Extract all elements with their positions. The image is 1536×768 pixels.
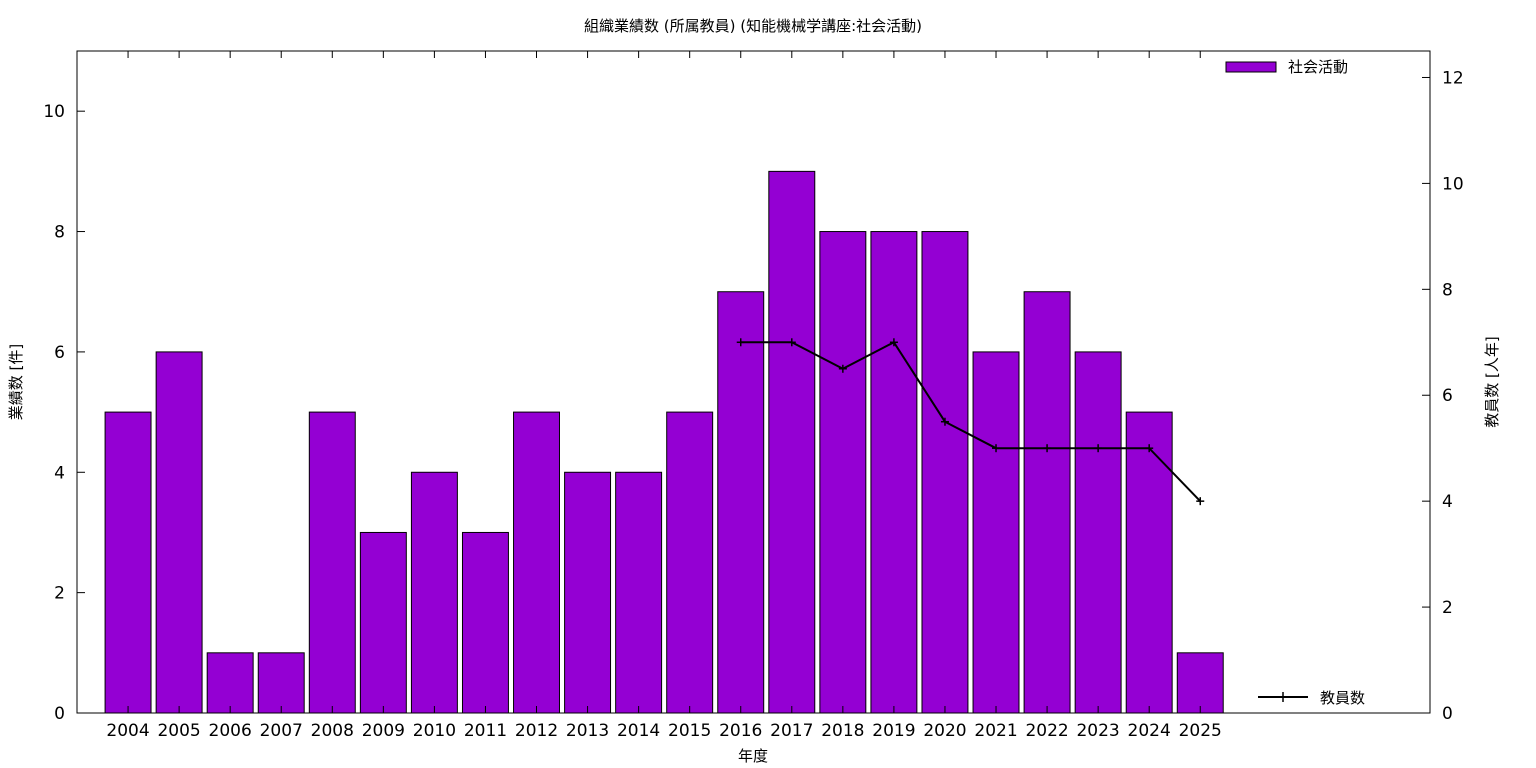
x-tick-label: 2014 [617,721,660,741]
x-tick-label: 2025 [1179,721,1222,741]
point-2020 [940,417,949,426]
axis-ticks [77,51,1430,714]
point-2016 [736,338,745,347]
x-tick-label: 2012 [515,721,558,741]
legend-bar-label: 社会活動 [1288,58,1348,76]
x-tick-label: 2018 [821,721,864,741]
bar-2020 [921,231,969,714]
point-2022 [1043,444,1052,453]
x-tick-label: 2019 [872,721,915,741]
bar-2018 [819,231,867,714]
y2-tick-label: 2 [1442,598,1453,618]
y2-tick-label: 8 [1442,280,1453,300]
x-tick-label: 2006 [209,721,252,741]
x-tick-label: 2013 [566,721,609,741]
bar-2015 [666,411,714,714]
bar-2021 [972,351,1020,714]
bar-2017 [768,170,816,714]
bars [104,170,1224,714]
bar-2014 [615,471,663,714]
x-tick-label: 2022 [1025,721,1068,741]
bar-2012 [513,411,560,714]
point-2018 [838,364,847,373]
point-2025 [1196,497,1205,506]
legend-line-label: 教員数 [1320,689,1365,707]
y2-tick-label: 6 [1442,386,1453,406]
legend: 社会活動 教員数 [1225,58,1365,707]
chart-title: 組織業績数 (所属教員) (知能機械学講座:社会活動) [584,17,922,35]
y-tick-label: 8 [54,223,65,243]
x-tick-label: 2023 [1076,721,1119,741]
y2-tick-label: 0 [1442,704,1453,724]
bar-2022 [1023,291,1071,714]
tick-labels: 2004 2005 2006 2007 2008 2009 2010 2011 2012 2013… [43,68,1463,741]
bar-2007 [257,652,305,714]
x-tick-label: 2005 [157,721,200,741]
x-tick-label: 2021 [974,721,1017,741]
x-tick-label: 2020 [923,721,966,741]
bar-2011 [461,531,509,714]
x-tick-label: 2016 [719,721,762,741]
y2-axis-label: 教員数 [人年] [1483,336,1501,427]
bar-2005 [155,351,203,714]
x-axis-label: 年度 [738,747,768,765]
bar-2023 [1074,351,1122,714]
bar-2024 [1125,411,1173,714]
point-2024 [1145,444,1154,453]
legend-bar-swatch [1225,61,1277,73]
point-2019 [889,338,898,347]
bar-2008 [308,411,356,714]
line-teachers [740,340,1201,502]
point-2017 [787,338,796,347]
x-tick-label: 2009 [362,721,405,741]
y-tick-label: 10 [43,102,65,122]
bar-2016 [717,291,765,714]
x-tick-label: 2010 [413,721,456,741]
y-tick-label: 4 [54,463,65,483]
x-tick-label: 2024 [1128,721,1171,741]
line-series [736,338,1205,506]
y-axis-label: 業績数 [件] [7,344,25,420]
bar-2009 [359,531,407,714]
x-tick-label: 2007 [260,721,303,741]
point-2023 [1094,444,1103,453]
bar-2004 [104,411,152,714]
x-tick-label: 2011 [464,721,507,741]
bar-2013 [564,471,612,714]
bar-2010 [410,471,458,714]
y-tick-label: 2 [54,584,65,604]
y2-tick-label: 4 [1442,492,1453,512]
y2-tick-label: 12 [1442,68,1464,88]
y-tick-label: 6 [54,343,65,363]
y-tick-label: 0 [54,704,65,724]
bar-2006 [206,652,254,714]
point-2021 [992,444,1001,453]
y2-tick-label: 10 [1442,174,1464,194]
x-tick-label: 2015 [668,721,711,741]
x-tick-label: 2017 [770,721,813,741]
x-tick-label: 2008 [311,721,354,741]
bar-2019 [870,231,918,714]
x-tick-label: 2004 [106,721,149,741]
bar-2025 [1176,652,1224,714]
